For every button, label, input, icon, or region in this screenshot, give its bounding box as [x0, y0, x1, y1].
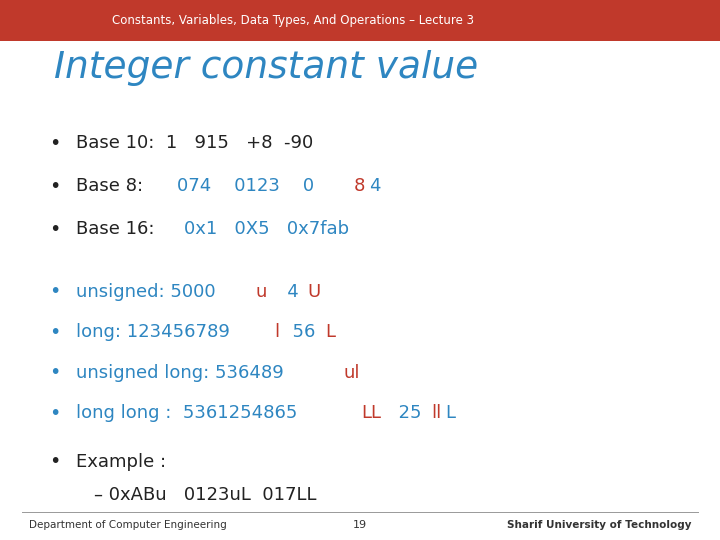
Text: ll: ll: [431, 404, 442, 422]
Text: •: •: [49, 403, 60, 423]
Text: unsigned long: 536489: unsigned long: 536489: [76, 363, 284, 382]
Text: •: •: [49, 282, 60, 301]
Text: – 0xABu   0123uL  017LL: – 0xABu 0123uL 017LL: [94, 486, 316, 504]
Text: 25: 25: [387, 404, 421, 422]
Text: unsigned: 5000: unsigned: 5000: [76, 282, 215, 301]
Text: Base 16:: Base 16:: [76, 220, 160, 239]
Text: L: L: [445, 404, 455, 422]
Text: U: U: [307, 282, 321, 301]
Text: Base 10:  1   915   +8  -90: Base 10: 1 915 +8 -90: [76, 134, 313, 152]
Text: 4: 4: [369, 177, 380, 195]
Text: Sharif University of Technology: Sharif University of Technology: [507, 520, 691, 530]
Text: •: •: [49, 322, 60, 342]
Text: L: L: [325, 323, 335, 341]
Text: 8: 8: [354, 177, 365, 195]
Text: Example :: Example :: [76, 453, 166, 471]
Text: 19: 19: [353, 520, 367, 530]
Text: •: •: [49, 363, 60, 382]
Text: •: •: [49, 220, 60, 239]
Text: Integer constant value: Integer constant value: [54, 50, 478, 85]
Text: Base 8:: Base 8:: [76, 177, 154, 195]
Text: l: l: [274, 323, 279, 341]
Text: long: 123456789: long: 123456789: [76, 323, 230, 341]
Text: Constants, Variables, Data Types, And Operations – Lecture 3: Constants, Variables, Data Types, And Op…: [112, 14, 474, 27]
Text: ul: ul: [343, 363, 360, 382]
Text: u: u: [256, 282, 267, 301]
Text: •: •: [49, 452, 60, 471]
Text: Department of Computer Engineering: Department of Computer Engineering: [29, 520, 227, 530]
Text: •: •: [49, 177, 60, 196]
Text: long long :  5361254865: long long : 5361254865: [76, 404, 297, 422]
Text: LL: LL: [361, 404, 382, 422]
Text: 074    0123    0: 074 0123 0: [177, 177, 314, 195]
Bar: [0, 0, 720, 40]
Text: 56: 56: [281, 323, 315, 341]
Text: 0x1   0X5   0x7fab: 0x1 0X5 0x7fab: [184, 220, 349, 239]
Text: •: •: [49, 133, 60, 153]
Text: 4: 4: [271, 282, 300, 301]
